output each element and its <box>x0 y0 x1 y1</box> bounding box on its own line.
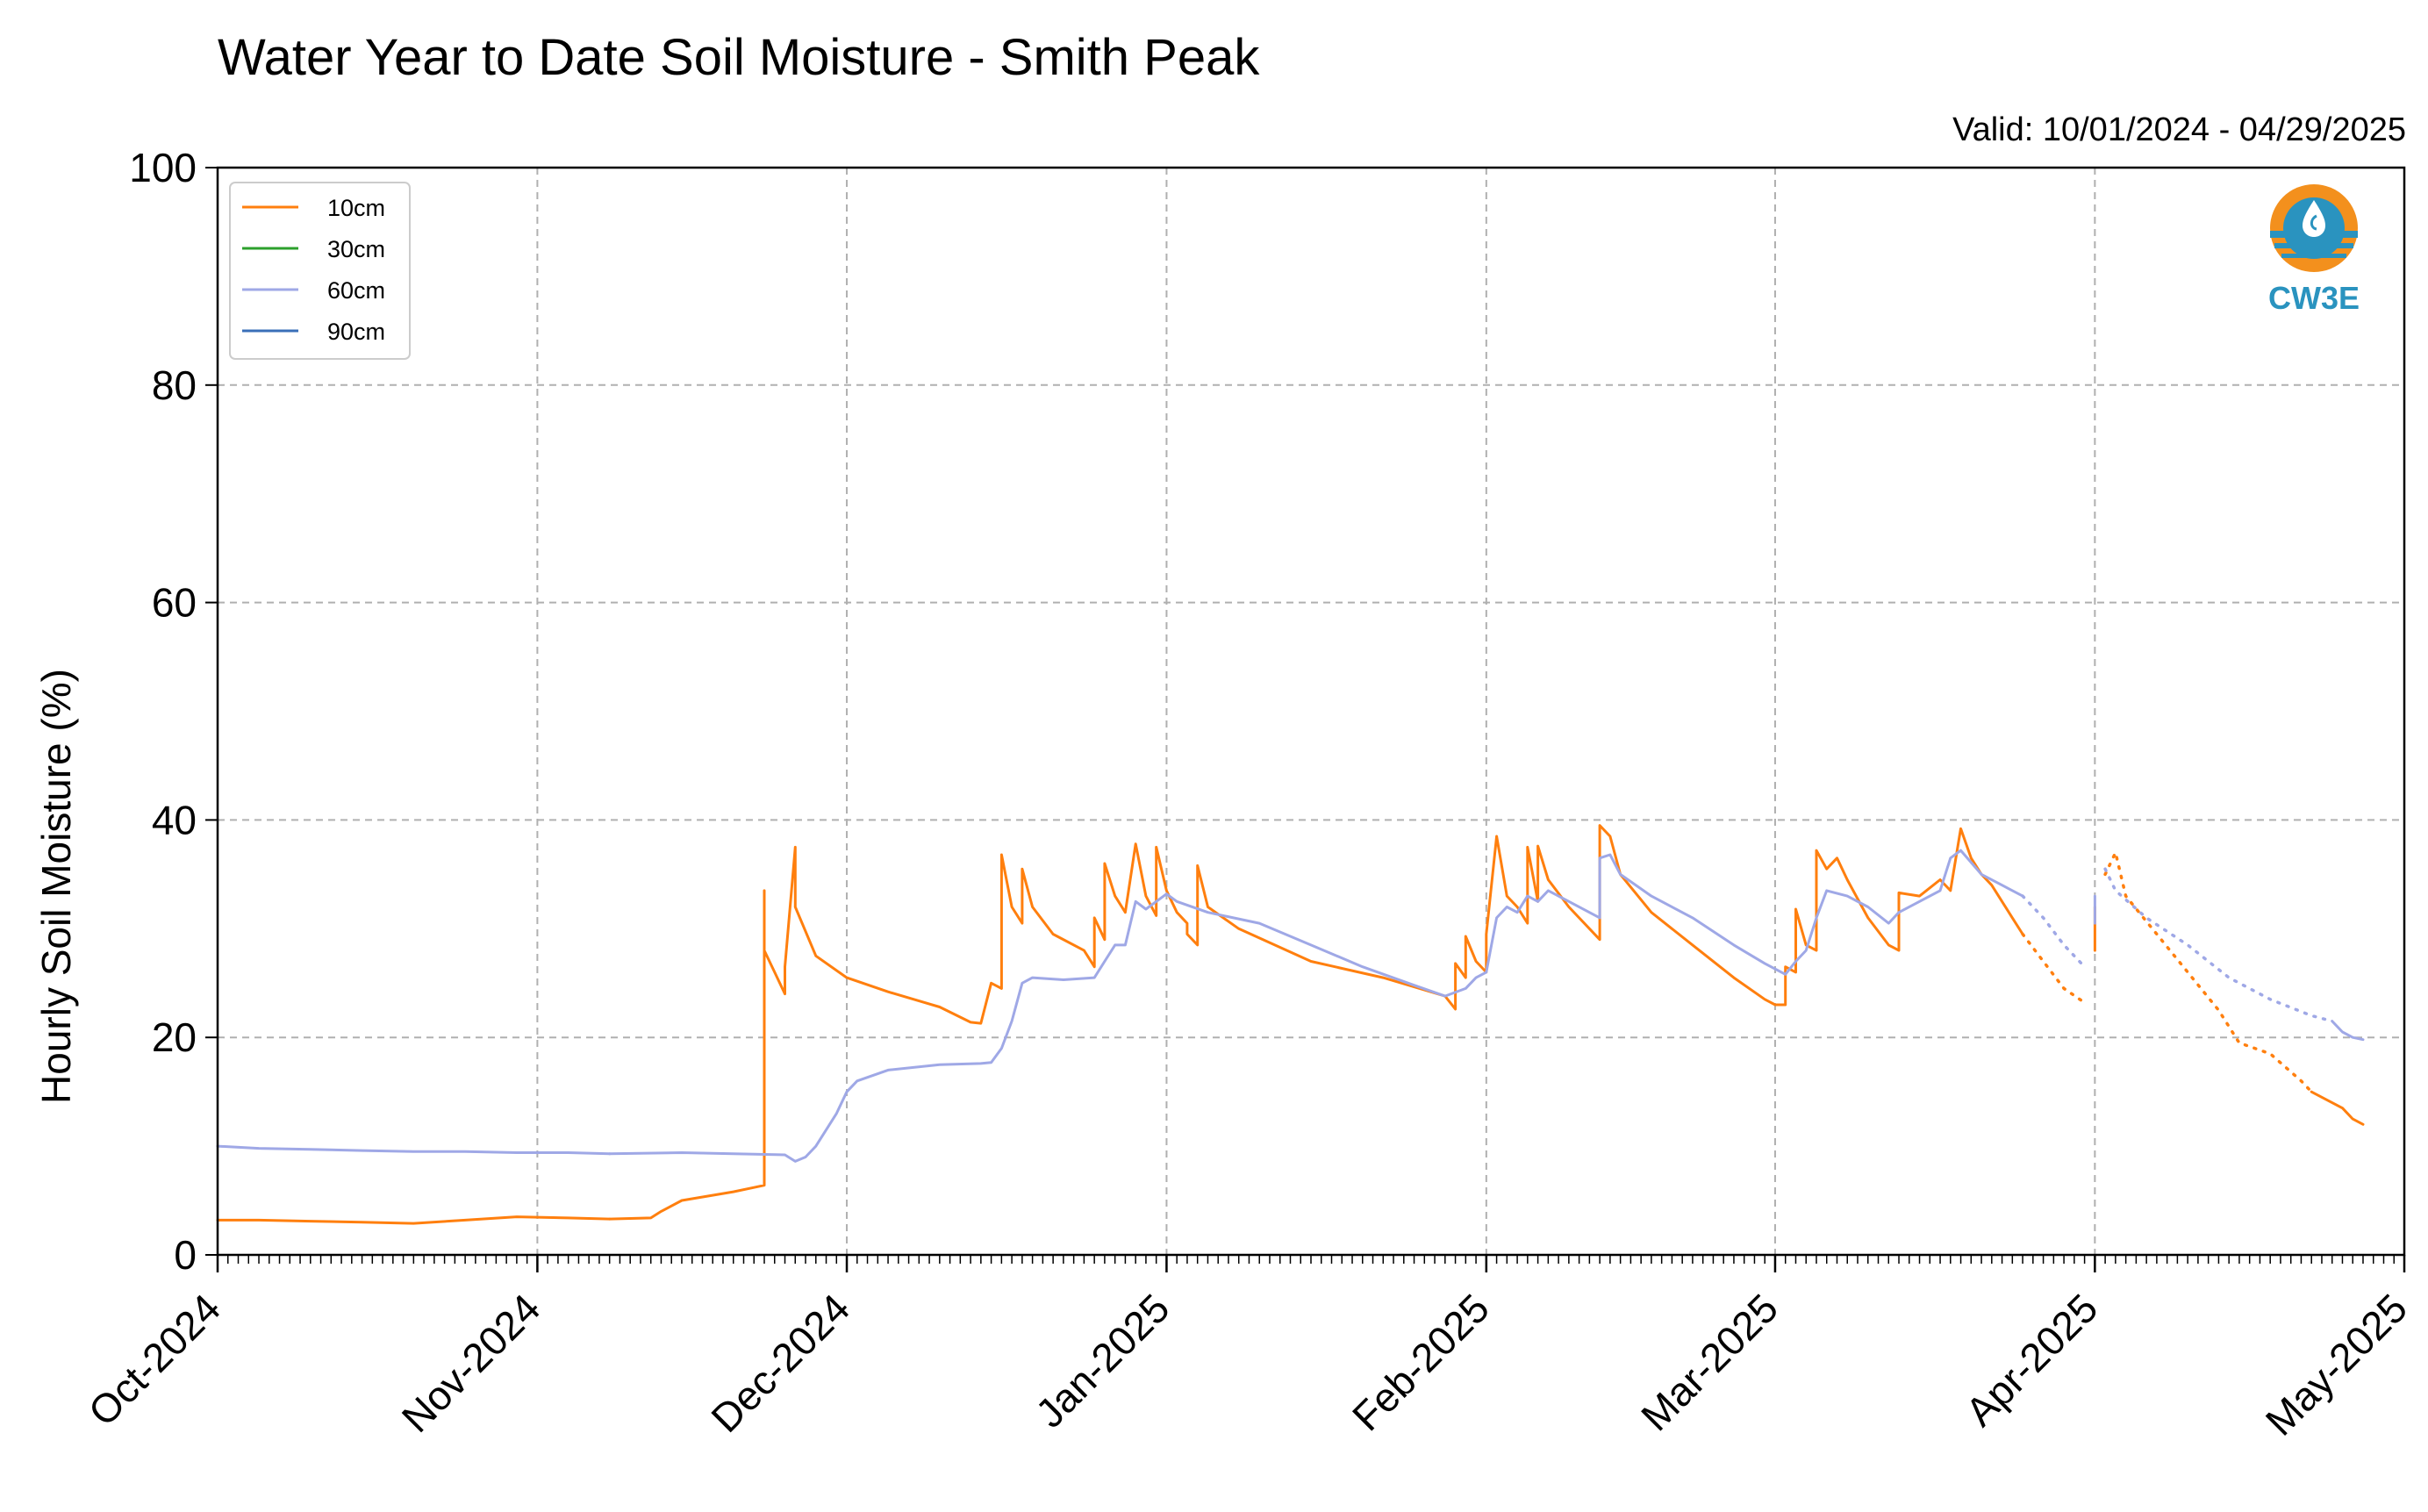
series-line-60cm-dotted <box>2021 894 2087 969</box>
x-tick-label: Mar-2025 <box>1632 1285 1787 1439</box>
plot-frame <box>216 166 2406 1257</box>
x-tick-label: May-2025 <box>2257 1285 2416 1444</box>
grid <box>218 168 2404 1255</box>
y-tick-label: 40 <box>152 797 197 842</box>
x-tick-label: Feb-2025 <box>1343 1285 1498 1439</box>
logo-wave-band-2 <box>2274 243 2353 248</box>
x-tick-label: Apr-2025 <box>1957 1285 2107 1435</box>
legend-label-30cm: 30cm <box>327 236 385 262</box>
series-10cm <box>216 824 2365 1225</box>
valid-date-range: Valid: 10/01/2024 - 04/29/2025 <box>1952 111 2406 148</box>
legend-frame <box>229 182 411 360</box>
x-tick-label: Nov-2024 <box>393 1285 549 1441</box>
series-line-10cm-dotted <box>2021 932 2087 1005</box>
series-line-60cm <box>2331 1020 2365 1042</box>
legend: 10cm 30cm 60cm 90cm <box>229 182 411 360</box>
series-line-10cm <box>2310 1090 2365 1126</box>
series-line-60cm <box>216 1144 612 1156</box>
chart-title: Water Year to Date Soil Moisture - Smith… <box>218 29 1260 86</box>
series-line-10cm <box>216 1215 612 1225</box>
y-tick-label: 80 <box>152 362 197 408</box>
y-axis-label: Hourly Soil Moisture (%) <box>33 669 79 1104</box>
tick-labels: 0 20 40 60 80 100 Oct-2024 Nov-2024 Dec-2024 Jan-… <box>80 145 2417 1444</box>
y-tick-label: 0 <box>174 1232 197 1278</box>
logo-drop-swirl <box>2310 214 2317 231</box>
logo-wave-band-3 <box>2281 254 2346 258</box>
cw3e-logo: CW3E <box>2268 184 2360 316</box>
y-tick-label: 60 <box>152 580 197 626</box>
series-line-10cm-dotted <box>2103 850 2313 1093</box>
legend-label-60cm: 60cm <box>327 277 385 304</box>
series-line-60cm-dotted <box>2103 867 2334 1023</box>
y-tick-label: 20 <box>152 1014 197 1060</box>
series-line-60cm <box>608 849 2024 1163</box>
x-tick-label: Dec-2024 <box>702 1285 858 1441</box>
series-line-10cm <box>608 824 2024 1221</box>
series-60cm <box>216 849 2365 1163</box>
x-tick-label: Oct-2024 <box>80 1285 230 1435</box>
x-tick-label: Jan-2025 <box>1027 1285 1178 1436</box>
logo-text: CW3E <box>2268 280 2360 316</box>
y-tick-label: 100 <box>129 145 197 190</box>
legend-label-90cm: 90cm <box>327 319 385 345</box>
axes <box>205 166 2406 1272</box>
legend-label-10cm: 10cm <box>327 195 385 221</box>
series-lines <box>216 824 2365 1225</box>
